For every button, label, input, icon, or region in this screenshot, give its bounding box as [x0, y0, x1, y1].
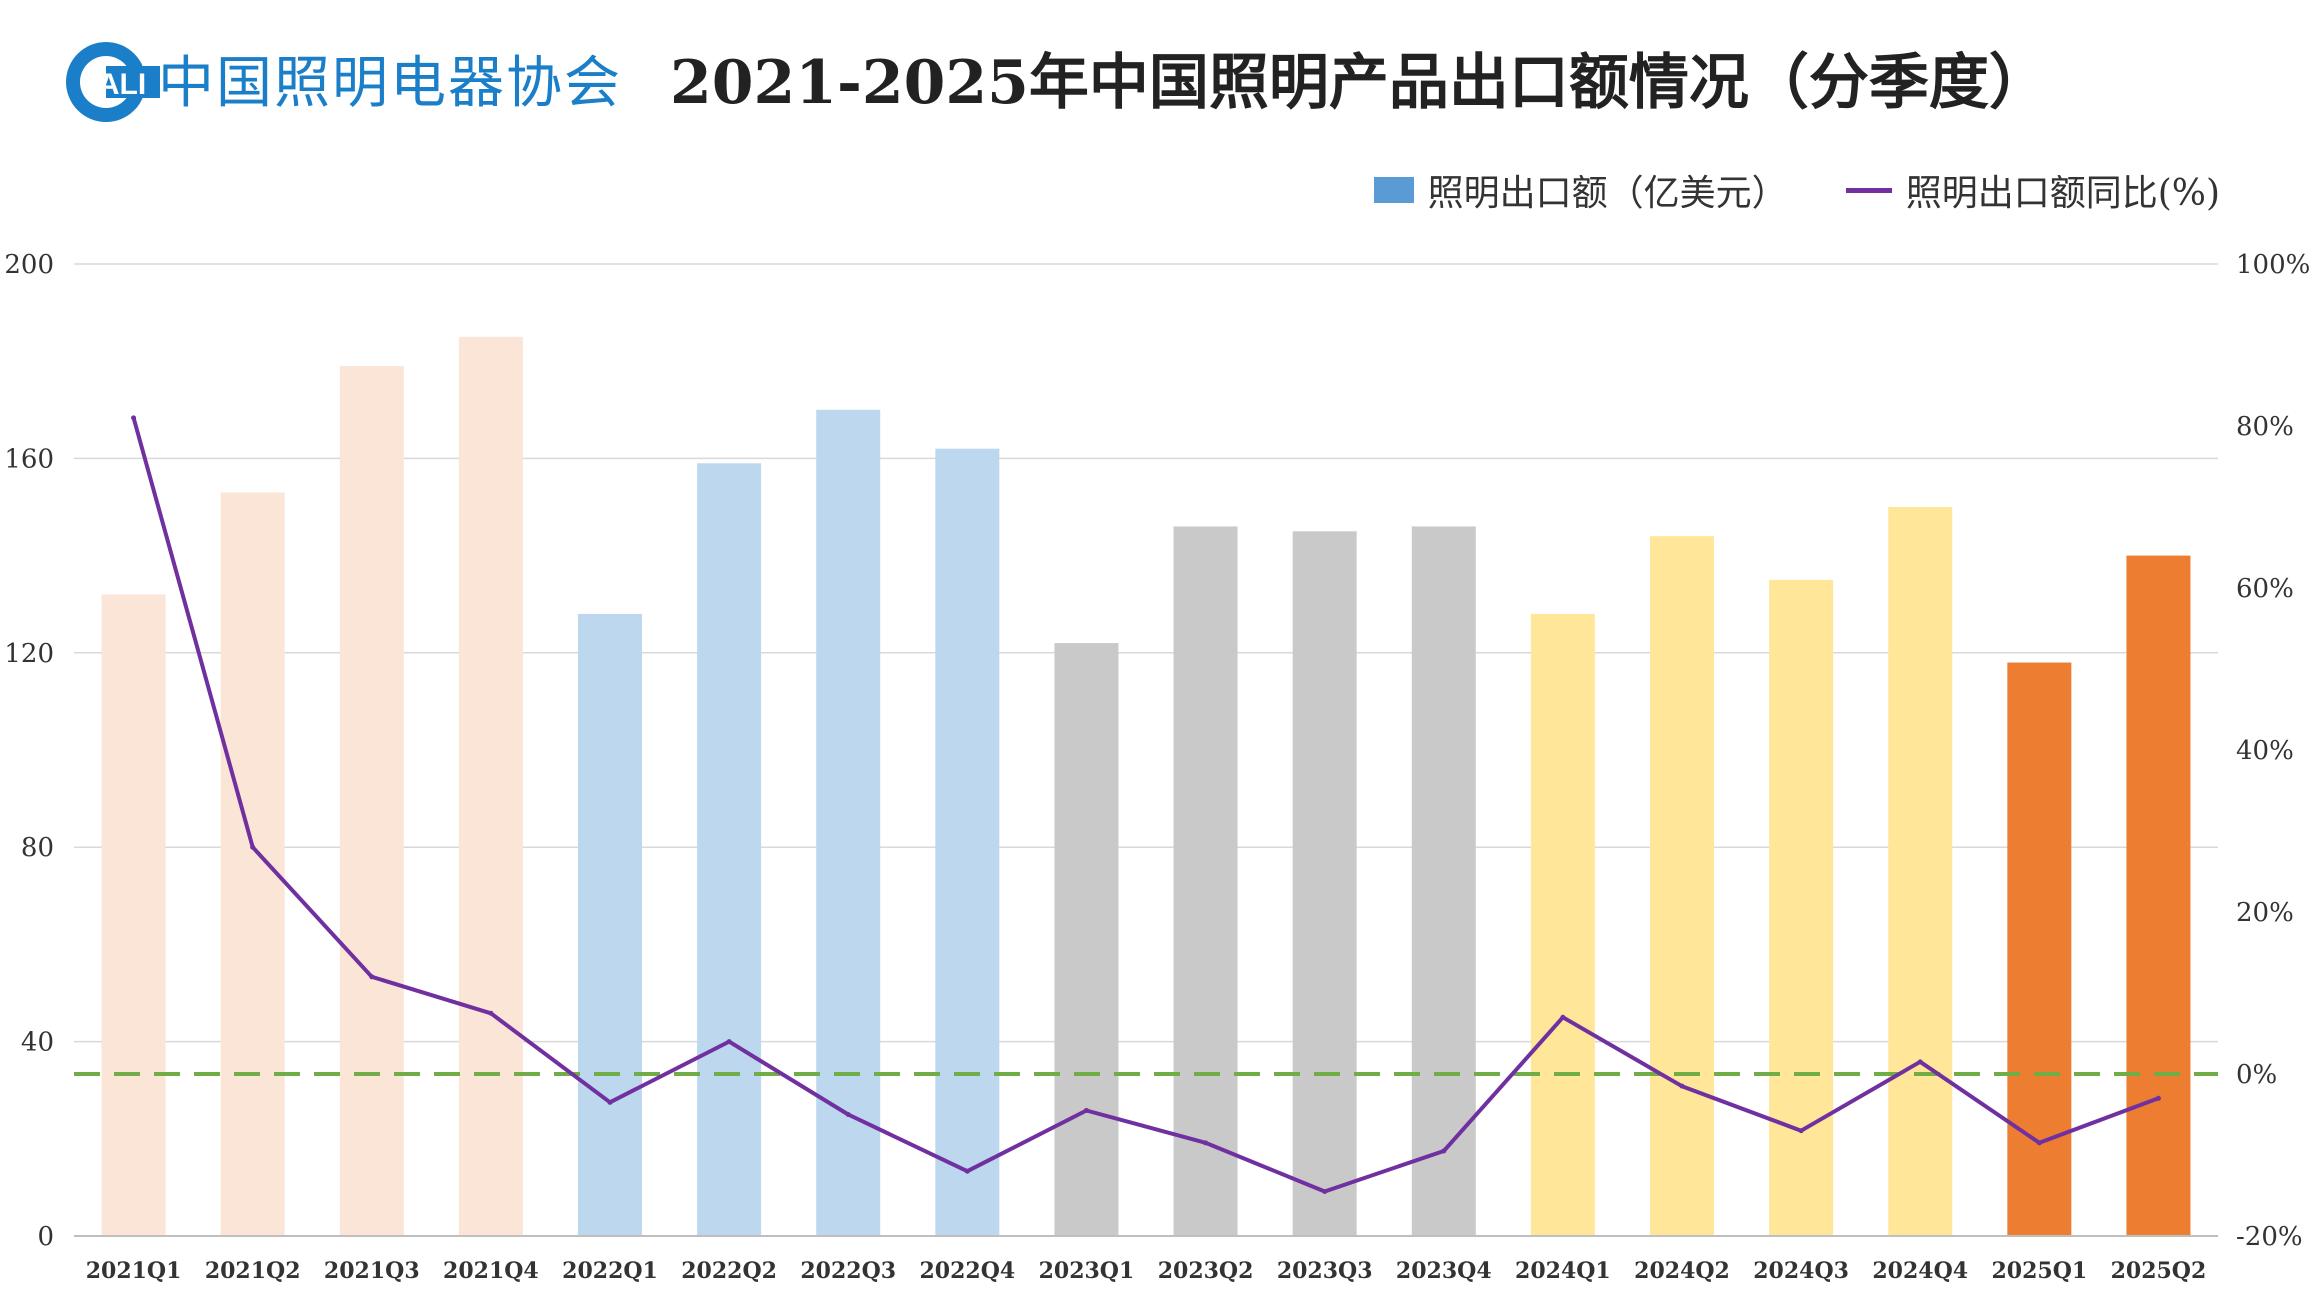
x-tick-label: 2022Q4 — [919, 1258, 1015, 1284]
bar — [1054, 643, 1119, 1236]
logo: ALI — [60, 36, 580, 128]
yoy-point — [1560, 1014, 1566, 1020]
yoy-point — [369, 974, 375, 980]
logo-mark: ALI — [98, 68, 146, 101]
y-left-tick-label: 200 — [4, 250, 54, 280]
y-left-tick-label: 160 — [4, 444, 54, 474]
y-left-tick-label: 0 — [37, 1222, 54, 1252]
bar — [339, 366, 404, 1236]
yoy-point — [1917, 1059, 1923, 1065]
bar — [1411, 526, 1476, 1236]
bar — [2126, 555, 2191, 1236]
yoy-point — [964, 1168, 970, 1174]
y-right-tick-label: 20% — [2236, 898, 2294, 928]
bar — [1173, 526, 1238, 1236]
bar — [816, 409, 881, 1236]
yoy-point — [1083, 1107, 1089, 1113]
y-left-tick-label: 80 — [21, 833, 54, 863]
x-tick-label: 2023Q1 — [1039, 1258, 1135, 1284]
bar — [1888, 507, 1953, 1236]
legend-swatch-line — [1845, 187, 1892, 193]
bar — [1650, 536, 1714, 1236]
bar — [1769, 579, 1834, 1236]
bar — [458, 336, 523, 1236]
y-left-tick-label: 40 — [21, 1028, 54, 1058]
x-tick-label: 2024Q4 — [1872, 1258, 1968, 1284]
yoy-point — [1679, 1083, 1685, 1089]
logo-text: 中国照明电器协会 — [158, 51, 622, 116]
x-tick-label: 2025Q2 — [2111, 1258, 2207, 1284]
legend: 照明出口额（亿美元） 照明出口额同比(%) — [1373, 164, 2220, 216]
bar — [697, 463, 762, 1236]
bar — [1530, 613, 1595, 1236]
y-right-tick-label: 80% — [2236, 412, 2294, 442]
yoy-point — [1322, 1188, 1328, 1194]
x-tick-label: 2022Q3 — [800, 1258, 896, 1284]
x-tick-label: 2024Q1 — [1515, 1258, 1611, 1284]
yoy-point — [250, 844, 256, 850]
x-tick-label: 2023Q3 — [1277, 1258, 1373, 1284]
x-tick-label: 2023Q2 — [1158, 1258, 1254, 1284]
yoy-point — [726, 1039, 732, 1045]
yoy-point — [2036, 1140, 2042, 1146]
chart-title: 2021-2025年中国照明产品出口额情况（分季度） — [670, 48, 2049, 118]
legend-label-line: 照明出口额同比(%) — [1905, 173, 2220, 214]
yoy-point — [607, 1099, 613, 1105]
x-tick-label: 2024Q2 — [1634, 1258, 1730, 1284]
yoy-point — [845, 1112, 851, 1117]
x-tick-label: 2021Q3 — [324, 1258, 420, 1284]
bar — [1292, 531, 1357, 1236]
bar — [220, 492, 285, 1236]
bar — [2007, 662, 2072, 1236]
logo-emblem-icon: ALI — [66, 42, 160, 122]
x-tick-label: 2021Q2 — [205, 1258, 301, 1284]
x-tick-label: 2022Q2 — [681, 1258, 777, 1284]
yoy-point — [2155, 1095, 2161, 1101]
yoy-point — [131, 415, 137, 421]
y-right-tick-label: 40% — [2236, 736, 2294, 766]
legend-item-line: 照明出口额同比(%) — [1845, 164, 2220, 216]
y-right-tick-label: 60% — [2236, 574, 2294, 604]
x-tick-label: 2025Q1 — [1991, 1258, 2087, 1284]
y-right-tick-label: 100% — [2236, 250, 2310, 280]
y-right-tick-label: 0% — [2236, 1060, 2277, 1090]
x-tick-label: 2023Q4 — [1396, 1258, 1492, 1284]
x-tick-label: 2021Q4 — [443, 1258, 539, 1284]
legend-item-bar: 照明出口额（亿美元） — [1373, 164, 1788, 216]
y-left-tick-label: 120 — [4, 639, 54, 669]
yoy-point — [1203, 1140, 1209, 1146]
yoy-point — [488, 1010, 494, 1016]
bar — [578, 613, 642, 1236]
legend-swatch-bar — [1373, 177, 1414, 203]
yoy-point — [1441, 1148, 1447, 1154]
yoy-point — [1798, 1128, 1804, 1134]
y-right-tick-label: -20% — [2236, 1222, 2303, 1252]
yoy-line — [131, 417, 2160, 1194]
x-tick-label: 2022Q1 — [562, 1258, 658, 1284]
bar — [935, 448, 1000, 1236]
x-tick-label: 2021Q1 — [86, 1258, 182, 1284]
bar — [101, 594, 166, 1236]
legend-label-bar: 照明出口额（亿美元） — [1427, 173, 1788, 214]
x-tick-label: 2024Q3 — [1753, 1258, 1849, 1284]
